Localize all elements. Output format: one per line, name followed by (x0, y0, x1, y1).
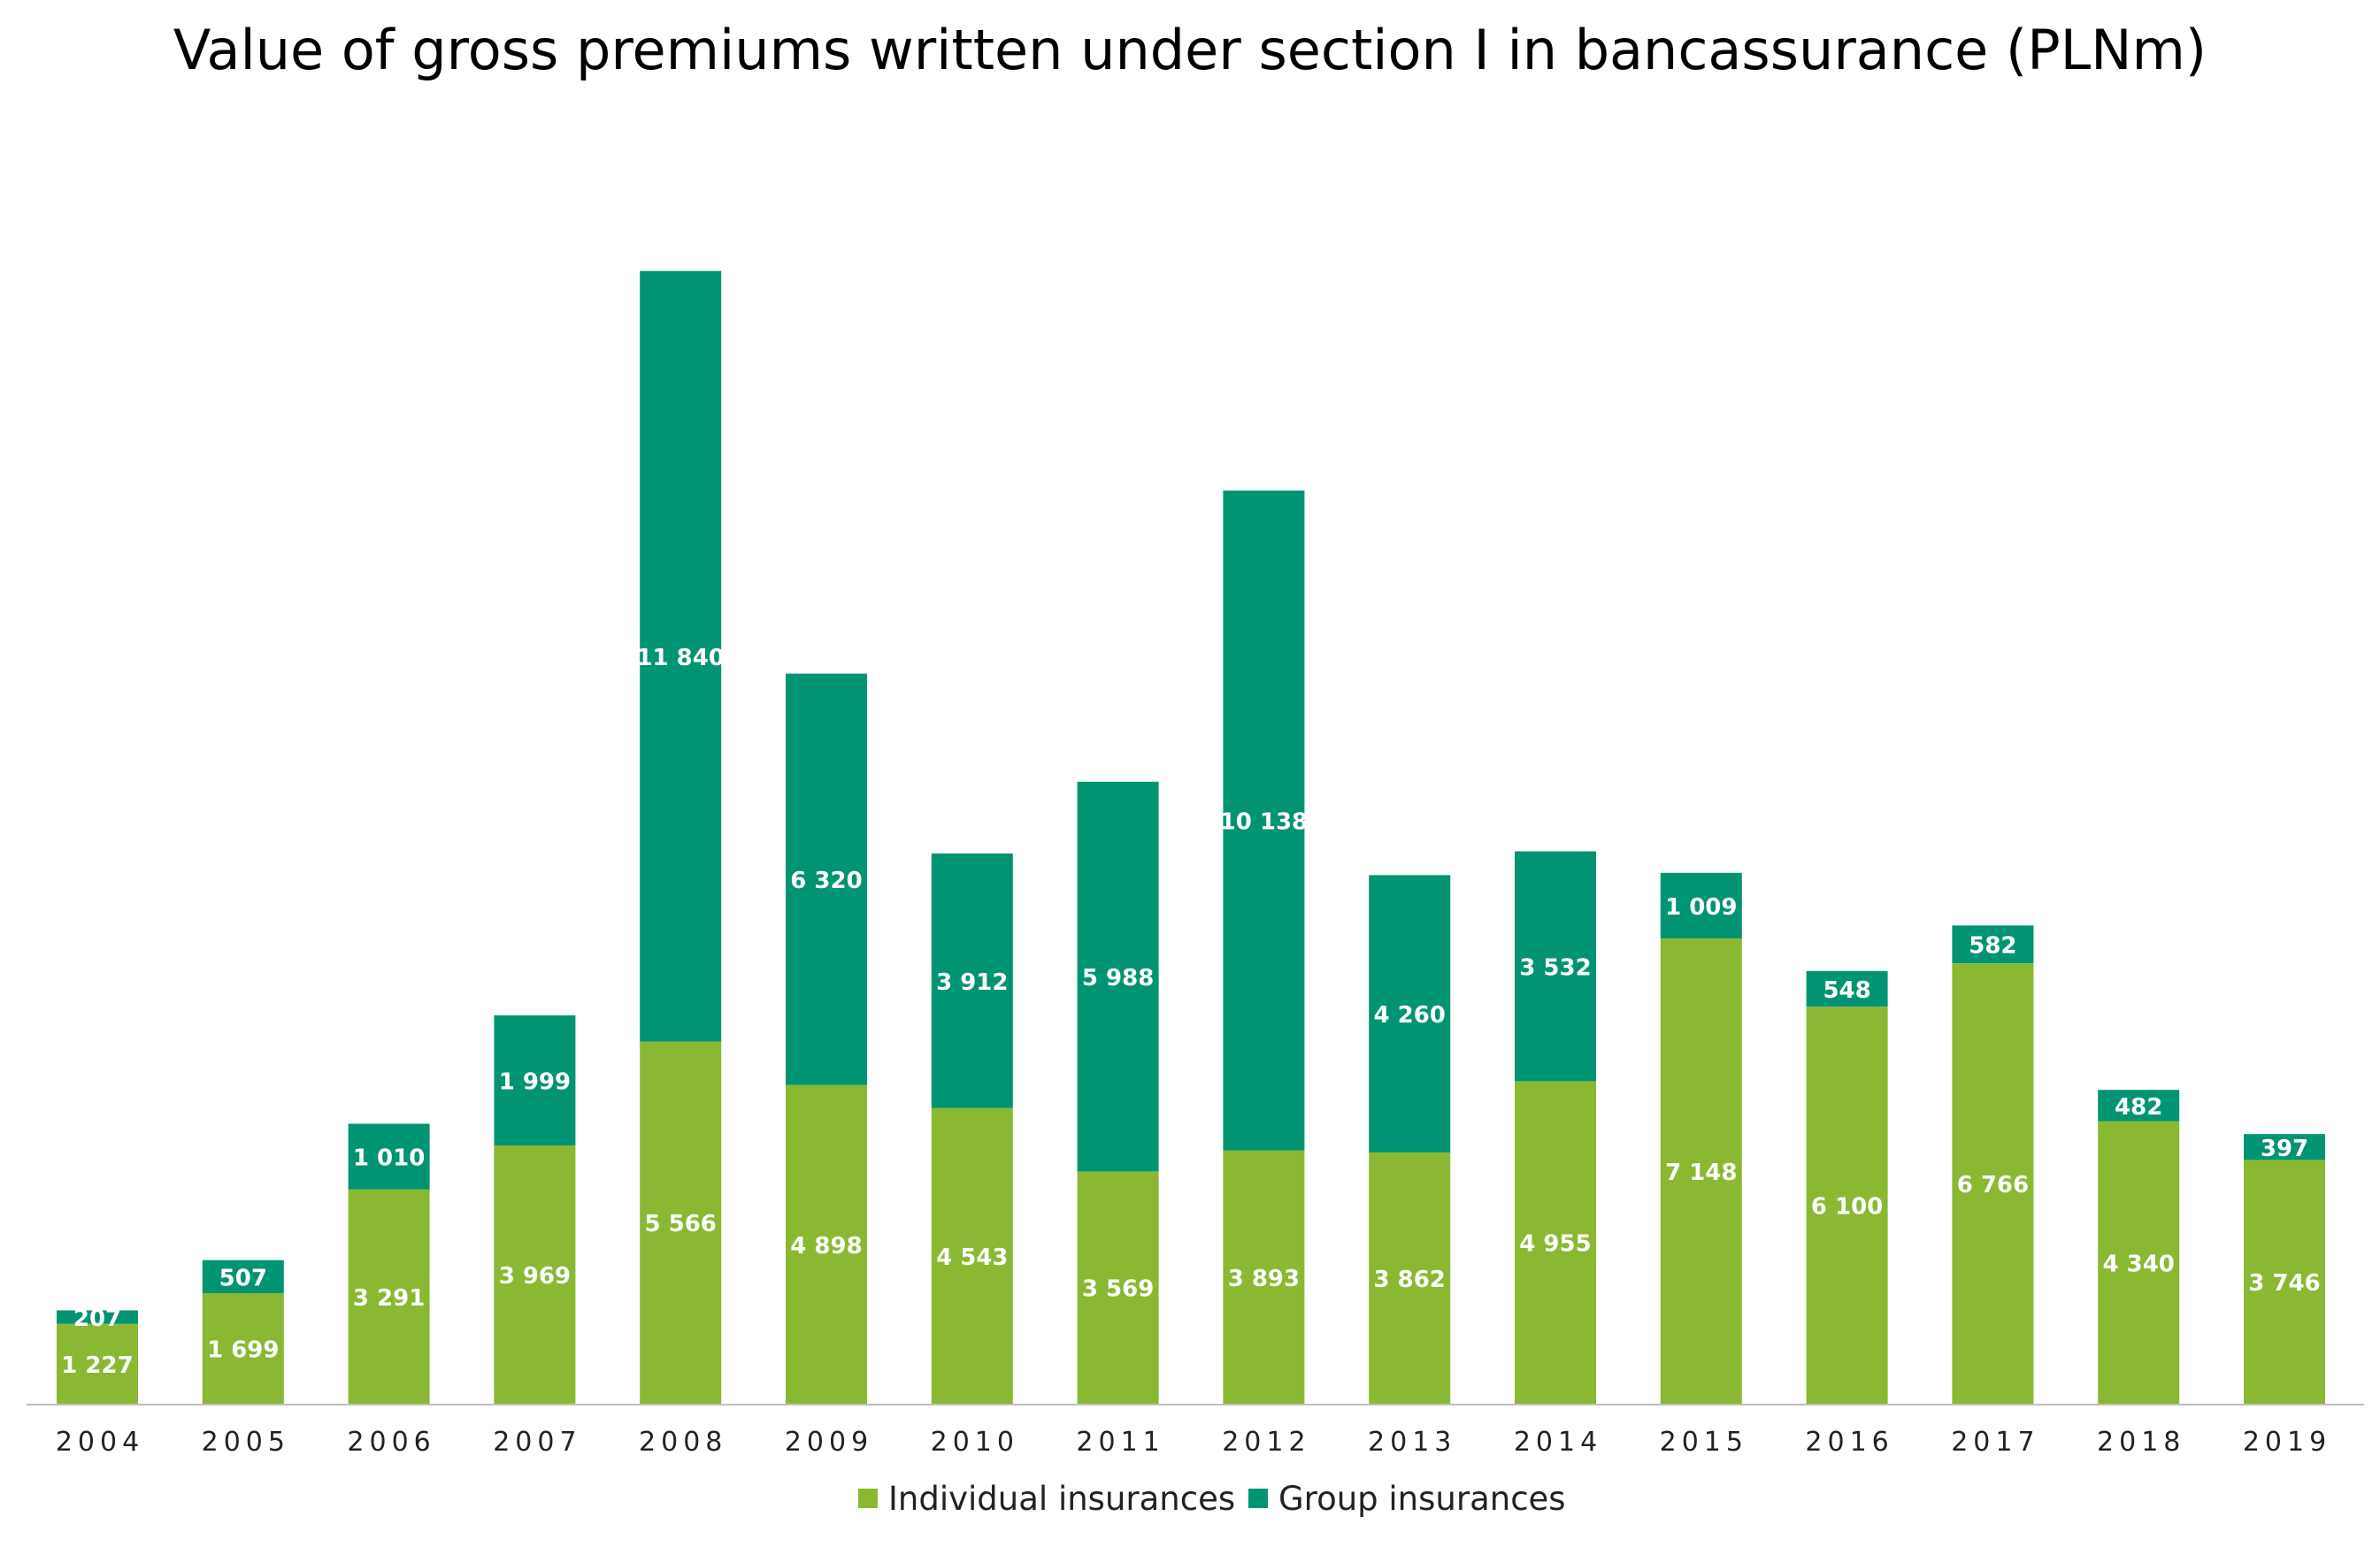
bar-group-2012 (1223, 490, 1305, 1151)
data-label-group-2010: 3 912 (936, 969, 1008, 996)
data-label-individual-2009: 4 898 (790, 1233, 862, 1260)
legend-label-individual: Individual insurances (888, 1480, 1235, 1518)
legend-swatch-individual (858, 1489, 878, 1508)
bar-individual-2007 (494, 1145, 576, 1404)
bar-group-2011 (1077, 781, 1159, 1172)
bar-group-2018 (2098, 1090, 2180, 1122)
bar-group-2005 (202, 1260, 284, 1293)
bar-individual-2014 (1515, 1081, 1596, 1404)
bar-individual-2015 (1660, 938, 1742, 1404)
bar-group-2015 (1660, 872, 1742, 938)
data-label-individual-2014: 4 955 (1519, 1231, 1591, 1258)
data-label-group-2013: 4 260 (1373, 1002, 1445, 1029)
x-tick-label-2017: 2017 (1951, 1427, 2039, 1458)
x-tick-label-2018: 2018 (2097, 1427, 2185, 1458)
data-label-group-2017: 582 (1969, 933, 2016, 960)
data-label-individual-2005: 1 699 (207, 1337, 279, 1364)
data-label-group-2009: 6 320 (790, 868, 862, 894)
data-label-group-2006: 1 010 (353, 1145, 425, 1172)
bar-group-2013 (1369, 875, 1451, 1153)
data-label-individual-2013: 3 862 (1373, 1267, 1445, 1293)
data-label-individual-2004: 1 227 (61, 1352, 133, 1379)
x-tick-label-2012: 2012 (1222, 1427, 1310, 1458)
data-label-group-2005: 507 (219, 1265, 267, 1291)
data-label-individual-2006: 3 291 (353, 1285, 425, 1312)
bar-group-2006 (348, 1123, 430, 1190)
bar-group-2010 (931, 853, 1013, 1108)
bar-group-2004 (57, 1310, 138, 1324)
x-tick-label-2005: 2005 (202, 1427, 290, 1458)
data-label-individual-2017: 6 766 (1957, 1172, 2029, 1199)
bar-group-2009 (786, 673, 867, 1085)
bar-individual-2018 (2098, 1121, 2180, 1404)
chart-title: Value of gross premiums written under se… (173, 18, 2207, 82)
bar-individual-2016 (1806, 1007, 1888, 1404)
data-labels-layer: 1 227 207 1 699 507 3 291 1 010 3 969 1 999 5 56… (61, 645, 2320, 1379)
x-tick-label-2011: 2011 (1076, 1427, 1164, 1458)
data-label-group-2008: 11 840 (636, 645, 725, 671)
bar-group-2019 (2244, 1134, 2325, 1160)
x-tick-label-2008: 2008 (639, 1427, 727, 1458)
bar-group-2008 (640, 271, 722, 1042)
bar-group-2016 (1806, 970, 1888, 1007)
data-label-individual-2007: 3 969 (499, 1263, 571, 1290)
x-tick-label-2010: 2010 (931, 1427, 1019, 1458)
bar-individual-2017 (1952, 963, 2034, 1404)
x-tick-label-2014: 2014 (1514, 1427, 1602, 1458)
data-label-individual-2018: 4 340 (2102, 1251, 2174, 1277)
data-label-group-2019: 397 (2261, 1136, 2308, 1162)
x-tick-label-2004: 2004 (56, 1427, 144, 1458)
bars-layer (57, 271, 2325, 1404)
x-tick-label-2006: 2006 (347, 1427, 435, 1458)
data-label-individual-2015: 7 148 (1665, 1160, 1737, 1186)
data-label-group-2015: 1 009 (1665, 894, 1737, 921)
x-tick-label-2015: 2015 (1660, 1427, 1748, 1458)
bar-individual-2005 (202, 1293, 284, 1404)
bar-group-2017 (1952, 925, 2034, 964)
data-label-group-2018: 482 (2115, 1094, 2162, 1121)
bar-group-2014 (1515, 851, 1596, 1082)
data-label-individual-2019: 3 746 (2248, 1270, 2320, 1297)
x-tick-label-2013: 2013 (1368, 1427, 1456, 1458)
data-label-individual-2016: 6 100 (1811, 1194, 1883, 1221)
data-label-group-2004: 207 (73, 1306, 121, 1332)
bar-individual-2019 (2244, 1160, 2325, 1404)
data-label-individual-2008: 5 566 (644, 1211, 716, 1237)
data-label-individual-2012: 3 893 (1228, 1266, 1300, 1292)
bar-individual-2013 (1369, 1152, 1451, 1404)
data-label-group-2011: 5 988 (1082, 965, 1154, 992)
legend-swatch-group (1248, 1489, 1268, 1508)
data-label-group-2016: 548 (1823, 977, 1870, 1004)
x-axis-ticks: 2004 2005 2006 2007 2008 2009 2010 2011 2012 2013… (56, 1427, 2331, 1458)
legend: Individual insurances Group insurances (858, 1480, 1566, 1518)
data-label-group-2012: 10 138 (1220, 809, 1309, 836)
x-tick-label-2007: 2007 (493, 1427, 581, 1458)
data-label-individual-2011: 3 569 (1082, 1276, 1154, 1303)
bar-individual-2009 (786, 1084, 867, 1404)
legend-label-group: Group insurances (1278, 1480, 1566, 1518)
bar-individual-2010 (931, 1107, 1013, 1404)
bar-individual-2006 (348, 1189, 430, 1404)
data-label-group-2014: 3 532 (1519, 955, 1591, 982)
data-label-group-2007: 1 999 (499, 1068, 571, 1095)
x-tick-label-2009: 2009 (785, 1427, 873, 1458)
bar-individual-2008 (640, 1041, 722, 1404)
bar-individual-2012 (1223, 1150, 1305, 1404)
bar-group-2007 (494, 1015, 576, 1145)
bar-individual-2011 (1077, 1171, 1159, 1404)
bar-individual-2004 (57, 1323, 138, 1404)
x-tick-label-2019: 2019 (2243, 1427, 2331, 1458)
data-label-individual-2010: 4 543 (936, 1244, 1008, 1271)
x-tick-label-2016: 2016 (1805, 1427, 1893, 1458)
